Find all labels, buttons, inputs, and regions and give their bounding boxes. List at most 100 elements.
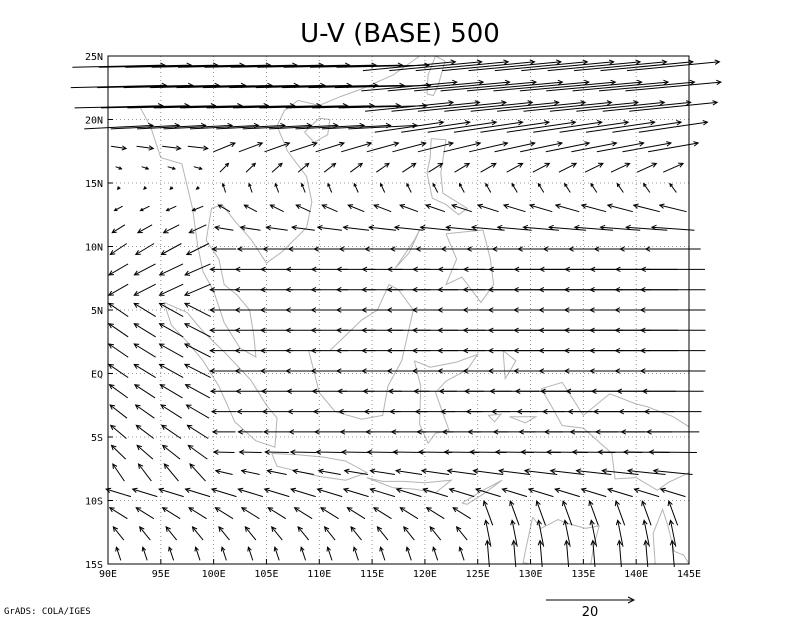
wind-vector	[184, 487, 211, 498]
wind-vector	[112, 463, 125, 482]
coastline-segment	[413, 353, 479, 445]
wind-vector	[353, 182, 359, 193]
wind-vector	[188, 224, 207, 234]
wind-vector	[163, 463, 179, 482]
wind-vector	[468, 141, 509, 153]
wind-vector	[213, 142, 237, 153]
wind-vector	[238, 142, 264, 153]
wind-vector	[220, 546, 227, 561]
wind-vector	[638, 120, 709, 133]
wind-vector	[261, 408, 292, 415]
x-tick-label: 130E	[518, 569, 542, 580]
wind-vector	[642, 519, 650, 547]
wind-vector	[183, 363, 211, 379]
wind-vector	[417, 100, 508, 112]
wind-vector	[209, 307, 239, 313]
coastline-segment	[445, 229, 495, 304]
wind-vector	[380, 182, 386, 193]
wind-vector	[455, 526, 468, 541]
wind-vector	[480, 120, 551, 133]
wind-vector	[563, 519, 571, 547]
y-tick-label: 5N	[91, 306, 103, 317]
wind-vector	[342, 487, 369, 498]
coastline-segment	[163, 301, 278, 448]
wind-vector	[139, 526, 151, 541]
wind-vector	[458, 546, 465, 561]
y-axis-ticks: 25N 20N 15N 10N 5N EQ 5S 10S 15S	[85, 52, 113, 571]
wind-vector	[432, 546, 439, 561]
wind-vector	[238, 449, 262, 455]
wind-vector	[162, 224, 180, 234]
wind-vector	[580, 203, 607, 213]
wind-vector	[369, 487, 396, 498]
wind-vector	[521, 59, 615, 72]
wind-vector	[658, 203, 687, 213]
wind-vector	[194, 546, 201, 561]
wind-vector	[346, 507, 366, 520]
wind-vector	[350, 162, 364, 173]
wind-vector	[290, 487, 316, 498]
wind-vector	[289, 141, 318, 153]
wind-vector	[510, 519, 518, 547]
wind-vector	[187, 145, 209, 151]
wind-vector	[389, 59, 483, 72]
wind-vector	[368, 224, 397, 231]
wind-vector	[236, 408, 264, 415]
x-tick-label: 105E	[254, 569, 278, 580]
wind-vector	[443, 141, 482, 153]
wind-vector	[506, 120, 577, 133]
wind-vector	[625, 224, 668, 231]
wind-vector	[183, 343, 211, 358]
wind-vector	[273, 546, 280, 561]
wind-vector	[341, 141, 373, 153]
wind-vector	[321, 204, 338, 213]
wind-vector	[116, 186, 121, 191]
wind-vector	[633, 487, 660, 498]
wind-vector	[399, 204, 419, 213]
wind-vector	[422, 487, 448, 498]
wind-vector	[107, 323, 129, 338]
wind-vector	[470, 100, 560, 112]
coastline-segment	[308, 283, 414, 420]
wind-vector	[287, 246, 319, 252]
wind-vector	[446, 468, 477, 475]
wind-vector	[109, 404, 128, 419]
wind-vector	[158, 263, 184, 276]
wind-vector	[452, 507, 471, 520]
wind-vector	[113, 205, 123, 212]
y-tick-label: 15N	[85, 179, 103, 190]
wind-vector	[399, 507, 419, 520]
wind-vector	[295, 204, 311, 213]
wind-vector	[210, 487, 237, 498]
wind-vector	[115, 546, 122, 561]
wind-vector	[639, 327, 706, 334]
wind-vector	[403, 526, 415, 541]
wind-vector	[442, 59, 536, 72]
wind-vector	[350, 526, 362, 541]
wind-vector	[537, 182, 545, 193]
wind-vector	[554, 487, 580, 498]
wind-vector	[639, 347, 706, 354]
wind-vector	[417, 141, 455, 153]
wind-vector	[622, 141, 673, 153]
wind-vector	[245, 162, 257, 173]
wind-vector	[133, 363, 156, 379]
wind-vector	[372, 507, 392, 520]
wind-vector	[501, 487, 528, 498]
wind-vector	[483, 519, 492, 547]
wind-vector	[219, 162, 230, 173]
wind-vector	[511, 539, 517, 568]
wind-vector	[606, 487, 633, 498]
wind-vector	[474, 487, 501, 498]
wind-vector	[626, 59, 721, 72]
wind-vector	[320, 507, 339, 520]
wind-vector	[133, 343, 156, 358]
wind-vector	[616, 539, 623, 568]
x-tick-label: 120E	[413, 569, 437, 580]
wind-vector	[110, 444, 127, 460]
wind-vector	[183, 302, 211, 318]
wind-vector	[347, 204, 365, 213]
coastline-segment	[304, 117, 331, 144]
coastline-segment	[652, 507, 690, 565]
wind-vector	[528, 203, 553, 213]
